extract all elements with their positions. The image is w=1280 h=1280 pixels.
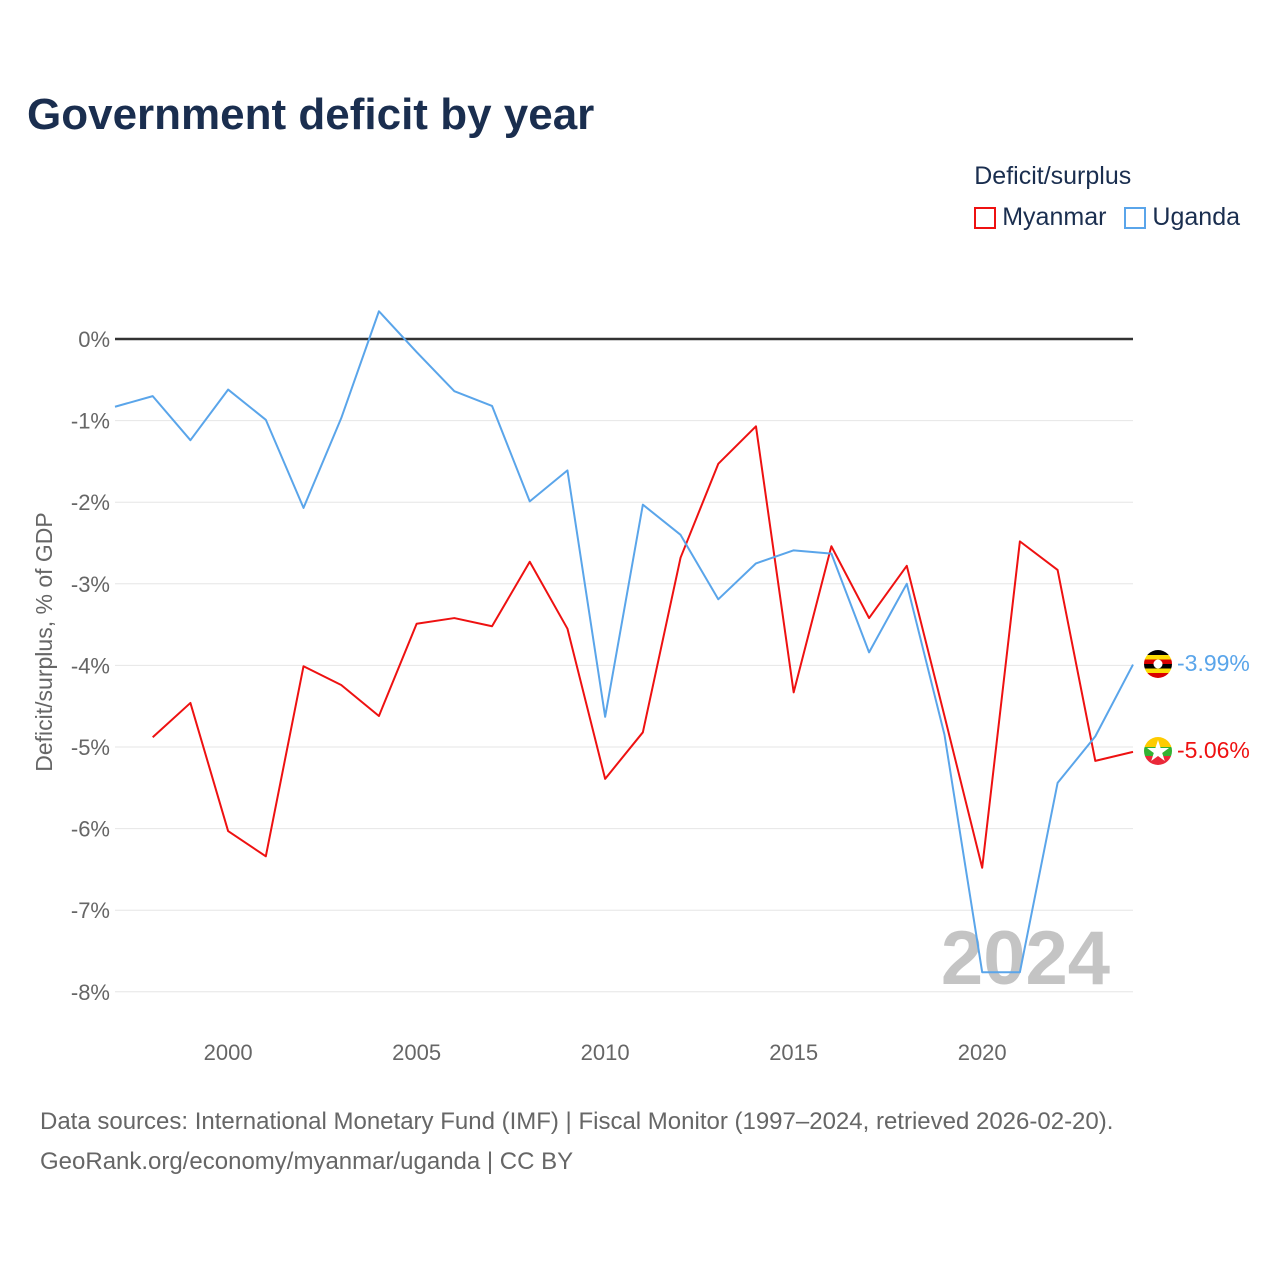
series-line-uganda[interactable]	[114, 310, 1134, 974]
y-tick-label: -5%	[71, 735, 110, 760]
uganda-flag-icon	[1144, 650, 1172, 678]
x-tick-label: 2010	[581, 1040, 630, 1065]
myanmar-end-label: -5.06%	[1177, 737, 1250, 763]
y-tick-label: -4%	[71, 653, 110, 678]
legend-item-uganda[interactable]: Uganda	[1124, 203, 1240, 232]
y-tick-label: -7%	[71, 898, 110, 923]
legend-label-uganda: Uganda	[1152, 203, 1240, 231]
legend-item-myanmar[interactable]: Myanmar	[974, 203, 1106, 232]
x-tick-label: 2000	[204, 1040, 253, 1065]
y-axis-label: Deficit/surplus, % of GDP	[31, 512, 57, 771]
y-tick-label: -8%	[71, 980, 110, 1005]
credit-link[interactable]: GeoRank.org/economy/myanmar/uganda | CC …	[40, 1148, 574, 1175]
x-tick-label: 2020	[958, 1040, 1007, 1065]
x-tick-label: 2005	[392, 1040, 441, 1065]
y-tick-label: -6%	[71, 817, 110, 842]
series-line-myanmar[interactable]	[152, 425, 1134, 869]
y-tick-label: 0%	[78, 327, 110, 352]
x-tick-label: 2015	[769, 1040, 818, 1065]
data-sources: Data sources: International Monetary Fun…	[40, 1108, 1114, 1135]
legend-swatch-uganda	[1124, 206, 1147, 229]
uganda-end-label: -3.99%	[1177, 650, 1250, 676]
legend: Deficit/surplus Myanmar Uganda	[974, 162, 1240, 232]
y-tick-label: -3%	[71, 572, 110, 597]
legend-label-myanmar: Myanmar	[1002, 203, 1107, 231]
year-watermark: 2024	[941, 916, 1110, 1001]
legend-swatch-myanmar	[974, 206, 997, 229]
y-tick-label: -2%	[71, 490, 110, 515]
myanmar-flag-icon	[1144, 737, 1172, 765]
y-tick-label: -1%	[71, 409, 110, 434]
legend-title: Deficit/surplus	[974, 162, 1132, 190]
chart-title: Government deficit by year	[27, 90, 595, 139]
